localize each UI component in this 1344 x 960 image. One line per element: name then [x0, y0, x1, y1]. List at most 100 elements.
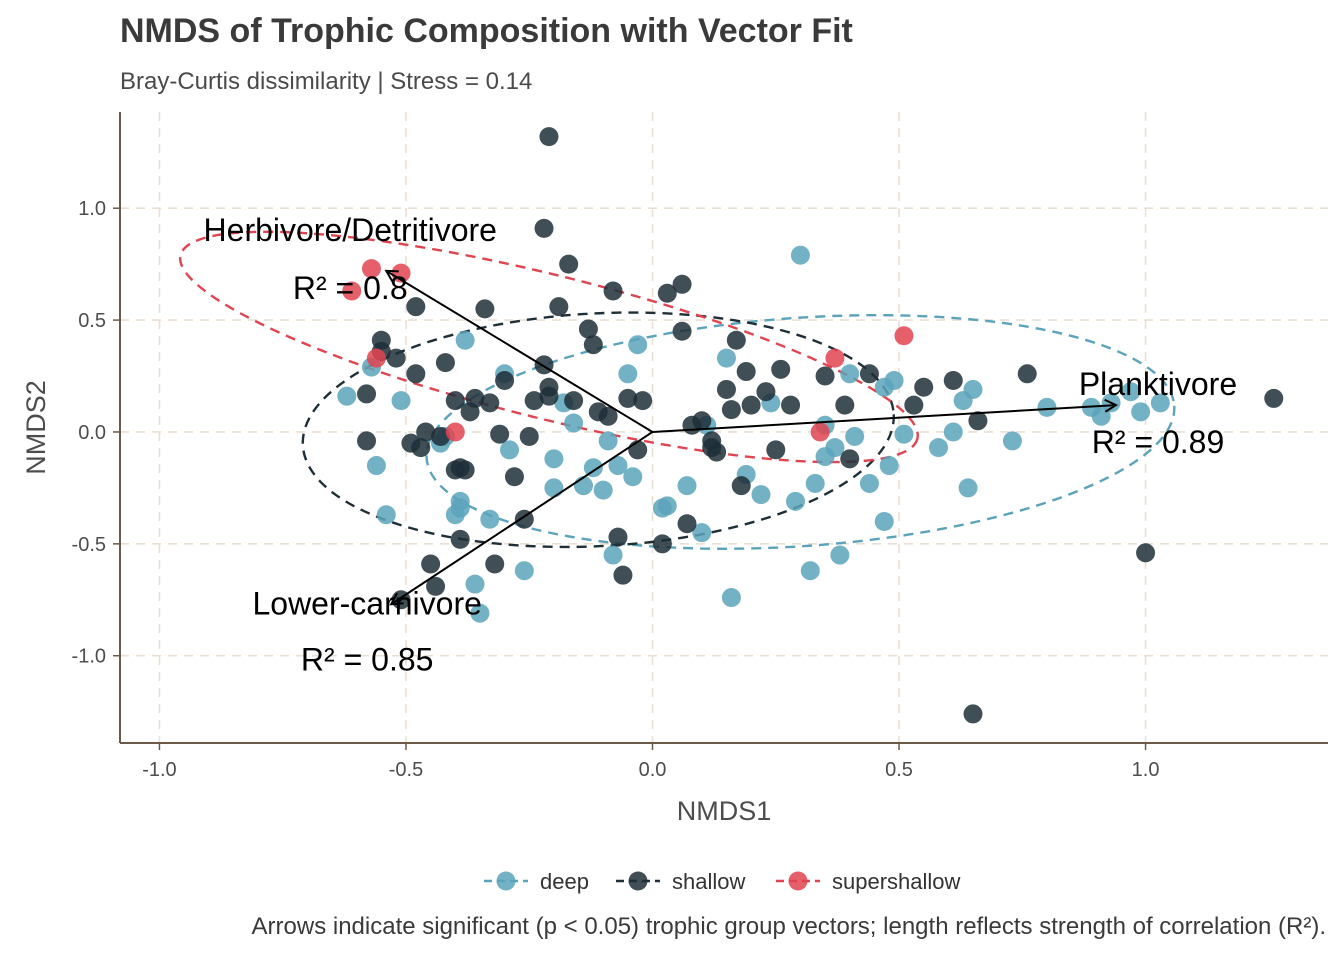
point-shallow [539, 377, 559, 397]
point-shallow [1136, 543, 1156, 563]
point-supershallow [825, 348, 845, 368]
legend-label: supershallow [832, 869, 961, 894]
point-shallow [559, 254, 579, 274]
point-shallow [564, 391, 584, 411]
point-shallow [716, 379, 736, 399]
point-deep [825, 438, 845, 458]
point-shallow [480, 393, 500, 413]
point-shallow [672, 321, 692, 341]
point-supershallow [361, 259, 381, 279]
point-shallow [608, 527, 628, 547]
legend-key-point [788, 871, 808, 891]
vector-label: Lower-carnivore [252, 585, 481, 621]
point-deep [1121, 382, 1141, 402]
data-points [337, 127, 1284, 724]
point-deep [628, 335, 648, 355]
point-deep [391, 391, 411, 411]
point-deep [564, 413, 584, 433]
point-shallow [534, 218, 554, 238]
legend-label: shallow [672, 869, 745, 894]
point-supershallow [342, 281, 362, 301]
point-shallow [756, 382, 776, 402]
point-shallow [430, 426, 450, 446]
point-deep [583, 458, 603, 478]
point-shallow [426, 576, 446, 596]
point-shallow [445, 391, 465, 411]
y-tick-label: 0.5 [78, 310, 106, 332]
point-deep [450, 491, 470, 511]
point-deep [785, 491, 805, 511]
point-deep [928, 438, 948, 458]
x-tick-label: 0.5 [885, 759, 913, 781]
point-shallow [781, 395, 801, 415]
x-tick-label: 0.0 [639, 759, 667, 781]
point-deep [455, 330, 475, 350]
point-shallow [455, 460, 475, 480]
point-shallow [450, 529, 470, 549]
vector-arrow [386, 271, 654, 433]
point-shallow [485, 554, 505, 574]
point-deep [366, 456, 386, 476]
point-shallow [357, 384, 377, 404]
point-shallow [815, 366, 835, 386]
point-deep [845, 426, 865, 446]
point-shallow [628, 440, 648, 460]
y-tick-label: -0.5 [72, 534, 106, 556]
point-shallow [633, 391, 653, 411]
legend[interactable]: deep shallow supershallow [484, 869, 961, 894]
legend-label: deep [540, 869, 589, 894]
point-deep [623, 467, 643, 487]
point-deep [859, 473, 879, 493]
chart-subtitle: Bray-Curtis dissimilarity | Stress = 0.1… [120, 68, 533, 95]
point-shallow [657, 283, 677, 303]
point-shallow [677, 514, 697, 534]
x-axis-label: NMDS1 [677, 796, 772, 826]
vector-arrow [652, 405, 1116, 433]
point-shallow [598, 406, 618, 426]
point-shallow [736, 362, 756, 382]
chart-caption: Arrows indicate significant (p < 0.05) t… [251, 913, 1326, 940]
point-shallow [943, 371, 963, 391]
vector-label: Planktivore [1079, 366, 1237, 402]
point-shallow [1017, 364, 1037, 384]
legend-item-shallow[interactable]: shallow [616, 869, 745, 894]
point-deep [692, 523, 712, 543]
point-shallow [435, 353, 455, 373]
point-shallow [539, 127, 559, 147]
point-shallow [840, 449, 860, 469]
point-deep [805, 473, 825, 493]
point-deep [894, 424, 914, 444]
confidence-ellipses [178, 230, 1176, 550]
legend-item-deep[interactable]: deep [484, 869, 589, 894]
point-deep [790, 245, 810, 265]
point-shallow [416, 422, 436, 442]
x-tick-label: -1.0 [142, 759, 176, 781]
point-deep [874, 511, 894, 531]
y-tick-label: 1.0 [78, 198, 106, 220]
y-tick-label: -1.0 [72, 646, 106, 668]
point-shallow [771, 359, 791, 379]
point-shallow [726, 330, 746, 350]
point-deep [677, 476, 697, 496]
point-deep [470, 603, 490, 623]
point-shallow [386, 348, 406, 368]
point-shallow [859, 364, 879, 384]
point-shallow [968, 411, 988, 431]
point-deep [716, 348, 736, 368]
legend-key-point [496, 871, 516, 891]
x-tick-label: -0.5 [389, 759, 423, 781]
point-deep [1131, 402, 1151, 422]
point-shallow [1264, 388, 1284, 408]
point-shallow [549, 297, 569, 317]
vector-r2: R² = 0.8 [293, 270, 408, 306]
point-shallow [672, 274, 692, 294]
point-shallow [406, 364, 426, 384]
vector-arrow [391, 431, 654, 604]
vector-r2: R² = 0.85 [301, 641, 434, 677]
point-deep [608, 456, 628, 476]
point-shallow [721, 400, 741, 420]
point-deep [800, 561, 820, 581]
legend-item-supershallow[interactable]: supershallow [776, 869, 961, 894]
point-shallow [603, 281, 623, 301]
